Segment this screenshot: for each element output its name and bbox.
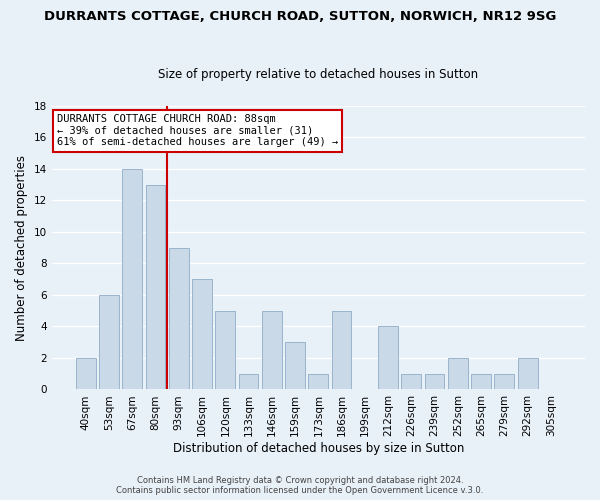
X-axis label: Distribution of detached houses by size in Sutton: Distribution of detached houses by size … <box>173 442 464 455</box>
Bar <box>448 358 468 390</box>
Bar <box>262 310 282 390</box>
Text: DURRANTS COTTAGE, CHURCH ROAD, SUTTON, NORWICH, NR12 9SG: DURRANTS COTTAGE, CHURCH ROAD, SUTTON, N… <box>44 10 556 23</box>
Bar <box>122 169 142 390</box>
Bar <box>169 248 188 390</box>
Text: DURRANTS COTTAGE CHURCH ROAD: 88sqm
← 39% of detached houses are smaller (31)
61: DURRANTS COTTAGE CHURCH ROAD: 88sqm ← 39… <box>57 114 338 148</box>
Title: Size of property relative to detached houses in Sutton: Size of property relative to detached ho… <box>158 68 478 81</box>
Bar <box>192 279 212 390</box>
Bar <box>332 310 352 390</box>
Bar <box>494 374 514 390</box>
Bar <box>146 184 166 390</box>
Bar <box>215 310 235 390</box>
Y-axis label: Number of detached properties: Number of detached properties <box>15 154 28 340</box>
Text: Contains HM Land Registry data © Crown copyright and database right 2024.
Contai: Contains HM Land Registry data © Crown c… <box>116 476 484 495</box>
Bar <box>285 342 305 390</box>
Bar <box>518 358 538 390</box>
Bar <box>378 326 398 390</box>
Bar <box>76 358 95 390</box>
Bar <box>239 374 259 390</box>
Bar <box>401 374 421 390</box>
Bar <box>425 374 445 390</box>
Bar <box>99 295 119 390</box>
Bar <box>471 374 491 390</box>
Bar <box>308 374 328 390</box>
